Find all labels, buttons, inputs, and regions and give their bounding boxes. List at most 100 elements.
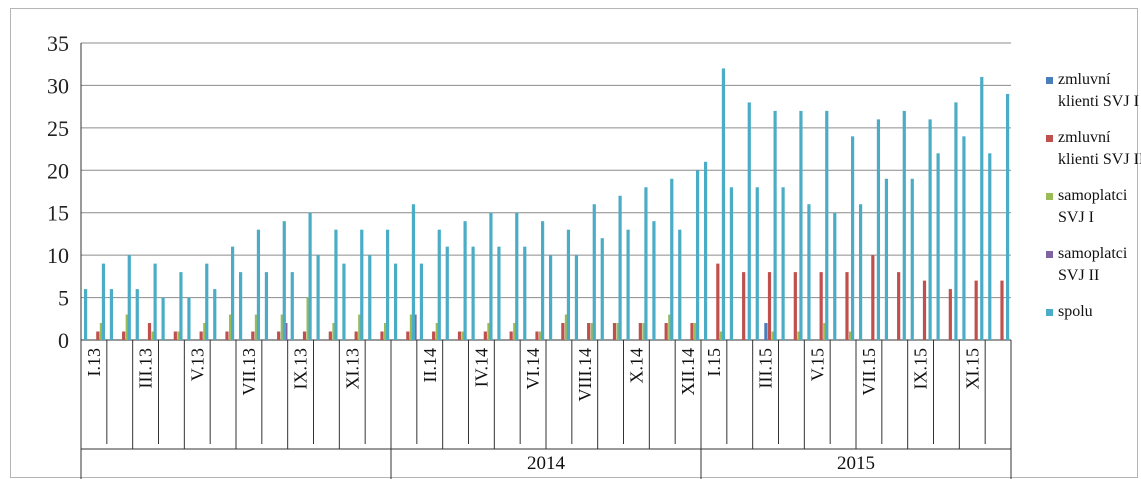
- bar-samoplatci-svj-i: [461, 331, 465, 340]
- bar-samoplatci-svj-i: [823, 323, 827, 340]
- bar-spolu-extra: [368, 255, 372, 340]
- bar-spolu-extra: [936, 153, 940, 340]
- bar-spolu: [360, 229, 364, 340]
- bar-zmluvn-klienti-svj-ii: [845, 272, 849, 340]
- bar-spolu: [282, 221, 286, 340]
- bar-samoplatci-svj-i: [151, 331, 155, 340]
- bar-spolu: [747, 102, 751, 341]
- legend-swatch: [1046, 251, 1053, 258]
- bar-spolu: [256, 229, 261, 340]
- bar-samoplatci-svj-i: [228, 314, 233, 340]
- bar-samoplatci-svj-i: [771, 331, 775, 340]
- bar-samoplatci-svj-i: [203, 323, 207, 340]
- x-tick-label: VII.13: [239, 348, 259, 396]
- bar-spolu-extra: [884, 178, 889, 340]
- bar-zmluvn-klienti-svj-ii: [122, 331, 126, 340]
- bar-zmluvn-klienti-svj-ii: [354, 331, 358, 340]
- bar-samoplatci-svj-i: [177, 331, 181, 340]
- bar-zmluvn-klienti-svj-ii: [690, 323, 694, 340]
- legend: zmluvní klienti SVJ I zmluvní klienti SVJ…: [1046, 69, 1141, 337]
- legend-item: spolu: [1046, 301, 1141, 323]
- bar-spolu: [851, 136, 855, 340]
- x-tick-label: I.13: [84, 348, 104, 377]
- bar-samoplatci-svj-i: [332, 323, 336, 340]
- legend-label: zmluvní klienti SVJ I: [1058, 71, 1139, 110]
- y-tick-label: 20: [47, 158, 69, 183]
- bar-samoplatci-svj-i: [668, 314, 672, 340]
- bar-zmluvn-klienti-svj-ii: [948, 289, 952, 340]
- bar-spolu-extra: [704, 161, 708, 340]
- bar-zmluvn-klienti-svj-ii: [406, 331, 410, 340]
- bar-spolu: [618, 195, 622, 340]
- bar-zmluvn-klienti-svj-ii: [793, 272, 797, 340]
- bar-spolu-extra: [239, 272, 243, 340]
- bar-samoplatci-svj-i: [254, 314, 259, 340]
- bar-spolu: [411, 204, 416, 340]
- bar-zmluvn-klienti-svj-ii: [742, 272, 746, 340]
- bar-spolu: [101, 263, 106, 340]
- bar-spolu: [231, 246, 235, 340]
- bar-zmluvn-klienti-svj-i: [764, 323, 768, 340]
- bar-spolu-extra: [755, 187, 759, 340]
- y-tick-label: 10: [47, 243, 69, 268]
- bar-spolu: [696, 170, 700, 340]
- x-tick-label: III.15: [756, 348, 776, 388]
- bar-spolu: [515, 212, 519, 340]
- x-tick-label: VII.15: [859, 348, 879, 396]
- x-tick-label: IX.13: [291, 348, 311, 390]
- bar-spolu-extra: [264, 272, 269, 340]
- legend-swatch: [1046, 193, 1053, 200]
- bar-samoplatci-svj-i: [487, 323, 491, 340]
- bar-zmluvn-klienti-svj-ii: [328, 331, 332, 340]
- legend-label: spolu: [1058, 303, 1093, 320]
- bar-zmluvn-klienti-svj-ii: [535, 331, 539, 340]
- chart-frame: 0 5 10 15 20 25 30 35 2014 2015 I.13 III.13 V.13 VII.…: [10, 8, 1141, 479]
- bar-spolu: [334, 229, 338, 340]
- legend-swatch: [1046, 77, 1053, 84]
- bar-spolu: [463, 221, 467, 340]
- x-tick-label: V.15: [807, 348, 827, 381]
- x-tick-label: VIII.14: [575, 348, 595, 401]
- bar-spolu-extra: [549, 255, 553, 340]
- bar-spolu-extra: [471, 246, 475, 340]
- bar-spolu-extra: [342, 263, 346, 340]
- bar-spolu: [902, 110, 906, 340]
- bar-spolu-extra: [290, 272, 294, 340]
- year-label: 2014: [527, 453, 566, 474]
- bar-spolu-extra: [135, 289, 139, 340]
- bar-zmluvn-klienti-svj-ii: [587, 323, 591, 340]
- bar-spolu-extra: [652, 221, 656, 340]
- legend-item: zmluvní klienti SVJ II: [1046, 127, 1141, 171]
- bar-samoplatci-svj-i: [280, 314, 284, 340]
- bar-zmluvn-klienti-svj-ii: [199, 331, 203, 340]
- bar-samoplatci-svj-i: [125, 314, 129, 340]
- x-tick-label: II.14: [420, 348, 440, 383]
- bar-zmluvn-klienti-svj-ii: [380, 331, 384, 340]
- bar-spolu: [954, 102, 958, 341]
- bar-spolu-extra: [316, 255, 320, 340]
- y-tick-label: 30: [47, 73, 69, 98]
- year-label: 2015: [837, 453, 875, 474]
- bar-spolu: [670, 178, 674, 340]
- bar-spolu-extra: [394, 263, 398, 340]
- bar-spolu: [644, 187, 648, 340]
- bar-spolu: [127, 255, 131, 340]
- bar-zmluvn-klienti-svj-ii: [716, 263, 720, 340]
- bar-spolu-extra: [84, 289, 88, 340]
- bar-zmluvn-klienti-svj-ii: [871, 255, 875, 340]
- bar-samoplatci-svj-i: [538, 331, 543, 340]
- x-tick-label: IV.14: [471, 348, 491, 387]
- bar-spolu-extra: [833, 212, 837, 340]
- x-tick-label: XI.13: [342, 348, 362, 390]
- bar-spolu-extra: [213, 289, 217, 340]
- legend-label: zmluvní klienti SVJ II: [1058, 129, 1141, 168]
- bar-spolu: [179, 272, 183, 340]
- bar-samoplatci-svj-i: [306, 297, 310, 340]
- x-tick-label: V.13: [187, 348, 207, 381]
- bar-zmluvn-klienti-svj-ii: [251, 331, 255, 340]
- bar-spolu-extra: [419, 263, 424, 340]
- bar-spolu: [489, 212, 493, 340]
- bar-zmluvn-klienti-svj-ii: [974, 280, 978, 340]
- bar-zmluvn-klienti-svj-ii: [457, 331, 462, 340]
- bar-spolu: [1006, 93, 1010, 341]
